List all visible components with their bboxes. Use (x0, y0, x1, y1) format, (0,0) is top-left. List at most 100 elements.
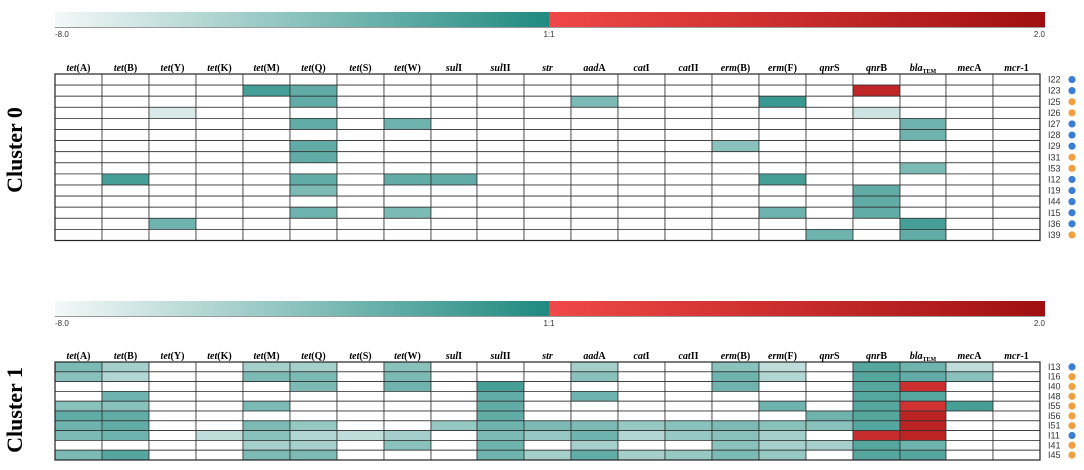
heatmap-cell (289, 371, 338, 382)
heatmap-cell (195, 151, 244, 164)
heatmap-cell (664, 420, 713, 431)
heatmap-cell (805, 95, 854, 108)
heatmap-cell (570, 430, 619, 441)
colorbar-tick-left: -8.0 (55, 319, 69, 328)
heatmap-cell (570, 381, 619, 392)
heatmap-cell (383, 217, 432, 230)
heatmap-cell (711, 184, 760, 197)
heatmap-cell (945, 206, 994, 219)
heatmap-cell (476, 361, 525, 373)
heatmap-cell (383, 361, 432, 373)
heatmap-cell (711, 206, 760, 219)
heatmap-cell (336, 217, 385, 230)
heatmap-cell (664, 381, 713, 392)
gene-label: catI (633, 63, 649, 74)
heatmap-cell (570, 371, 619, 382)
heatmap-cell (242, 129, 291, 142)
heatmap-cell (383, 84, 432, 97)
heatmap-cell (148, 162, 197, 175)
heatmap-cell (195, 118, 244, 130)
gene-label: mecA (958, 351, 983, 362)
heatmap-cell (148, 390, 197, 402)
gene-label: qnrB (866, 351, 887, 362)
heatmap-cell (336, 84, 385, 97)
heatmap-cell (148, 410, 197, 422)
heatmap-cell (992, 381, 1041, 392)
heatmap-cell (899, 381, 947, 392)
heatmap-cell (805, 206, 854, 219)
colorbar-teal-segment (55, 12, 549, 27)
group-dot (1068, 175, 1076, 184)
heatmap-cell (899, 95, 947, 108)
heatmap-cell (195, 430, 244, 441)
heatmap-cell (54, 390, 103, 402)
heatmap-cell (195, 84, 244, 97)
heatmap-cell (523, 361, 572, 373)
heatmap-cell (899, 151, 947, 164)
heatmap-cell (430, 420, 478, 431)
heatmap-cell (899, 184, 947, 197)
heatmap-cell (711, 430, 760, 441)
heatmap-cell (430, 381, 478, 392)
heatmap-cell (899, 195, 947, 208)
heatmap-cell (430, 400, 478, 412)
heatmap-cell (101, 439, 150, 451)
heatmap-cell (336, 129, 385, 142)
heatmap-cell (570, 106, 619, 119)
heatmap-cell (617, 162, 666, 175)
heatmap-cell (242, 371, 291, 382)
heatmap-cell (242, 430, 291, 441)
heatmap-cell (758, 173, 807, 186)
heatmap-cell (852, 173, 901, 186)
heatmap-cell (383, 371, 432, 382)
heatmap-cell (945, 371, 994, 382)
gene-label: tet(Y) (161, 351, 185, 362)
group-dot (1068, 422, 1076, 430)
heatmap-cell (523, 410, 572, 422)
group-dot (1068, 109, 1076, 117)
heatmap-cell (523, 381, 572, 392)
heatmap-cell (664, 173, 713, 186)
heatmap-cell (664, 129, 713, 142)
heatmap-cell (805, 73, 854, 86)
heatmap-cell (336, 162, 385, 175)
heatmap-cell (805, 228, 854, 241)
heatmap-cell (570, 439, 619, 451)
heatmap-cell (899, 400, 947, 412)
heatmap-cell (945, 217, 994, 230)
group-dot (1068, 382, 1076, 391)
heatmap-cell (617, 206, 666, 219)
heatmap-cell (523, 206, 572, 219)
gene-header-0: tet(A) tet(B) tet(Y) tet(K) tet(M) tet(Q) tet(… (67, 63, 1029, 75)
heatmap-cell (945, 390, 994, 402)
group-dot (1068, 363, 1076, 371)
heatmap-cell (54, 217, 103, 230)
heatmap-cell (195, 371, 244, 382)
heatmap-cell (899, 140, 947, 153)
heatmap-cell (758, 217, 807, 230)
heatmap-cell (336, 400, 385, 412)
heatmap-cell (805, 162, 854, 175)
cluster-title-0: Cluster 0 (2, 107, 27, 193)
cluster-title-1: Cluster 1 (2, 367, 27, 453)
heatmap-cell (289, 228, 338, 241)
heatmap-cell (945, 84, 994, 97)
heatmap-cell (476, 371, 525, 382)
heatmap-cell (148, 217, 197, 230)
heatmap-cell (242, 106, 291, 119)
heatmap-cell (852, 228, 901, 241)
heatmap-cell (476, 217, 525, 230)
heatmap-cell (195, 400, 244, 412)
heatmap-cell (617, 95, 666, 108)
heatmap-cell (852, 118, 901, 130)
heatmap-cell (664, 390, 713, 402)
heatmap-cell (945, 439, 994, 451)
group-dot (1068, 198, 1076, 206)
heatmap-cell (617, 400, 666, 412)
heatmap-cell (242, 173, 291, 186)
heatmap-cell (148, 420, 197, 431)
heatmap-cell (430, 106, 478, 119)
heatmap-cell (852, 140, 901, 153)
heatmap-cell (54, 371, 103, 382)
heatmap-cell (805, 420, 854, 431)
